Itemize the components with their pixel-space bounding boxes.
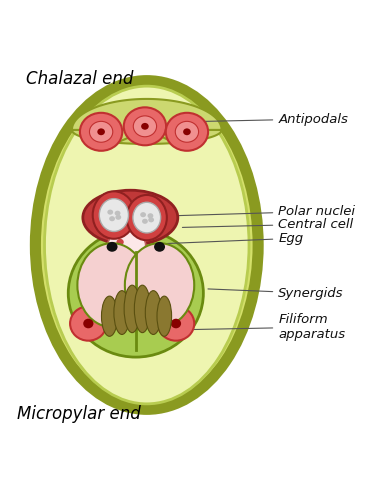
Ellipse shape: [140, 212, 146, 217]
Ellipse shape: [101, 296, 117, 336]
Text: Synergids: Synergids: [208, 287, 344, 300]
Ellipse shape: [157, 296, 172, 336]
Ellipse shape: [125, 243, 194, 327]
Text: Egg: Egg: [160, 232, 303, 245]
Ellipse shape: [145, 291, 161, 335]
Ellipse shape: [171, 318, 181, 328]
Text: Polar nuclei: Polar nuclei: [175, 205, 355, 218]
Ellipse shape: [83, 318, 94, 328]
Ellipse shape: [158, 306, 194, 341]
Ellipse shape: [166, 113, 208, 151]
Polygon shape: [72, 99, 222, 144]
Ellipse shape: [154, 242, 165, 252]
Ellipse shape: [124, 285, 140, 333]
Ellipse shape: [77, 243, 147, 327]
Ellipse shape: [114, 211, 120, 216]
Ellipse shape: [142, 219, 148, 224]
Ellipse shape: [109, 216, 115, 221]
Text: Chalazal end: Chalazal end: [25, 70, 133, 88]
Ellipse shape: [141, 123, 149, 130]
Text: Filiform
apparatus: Filiform apparatus: [186, 313, 345, 341]
Ellipse shape: [80, 113, 122, 151]
Ellipse shape: [114, 291, 130, 335]
Ellipse shape: [133, 116, 157, 137]
Text: Antipodals: Antipodals: [199, 113, 348, 125]
Ellipse shape: [175, 122, 199, 142]
Ellipse shape: [45, 86, 249, 404]
Ellipse shape: [70, 306, 107, 341]
Ellipse shape: [97, 128, 105, 135]
Ellipse shape: [124, 107, 166, 146]
Ellipse shape: [127, 195, 167, 240]
Ellipse shape: [115, 215, 121, 220]
Ellipse shape: [36, 81, 258, 409]
Ellipse shape: [133, 202, 161, 233]
Text: Central cell: Central cell: [183, 218, 353, 231]
Ellipse shape: [108, 231, 145, 259]
Ellipse shape: [147, 213, 153, 219]
Ellipse shape: [107, 210, 113, 215]
Ellipse shape: [134, 285, 150, 333]
Ellipse shape: [89, 122, 113, 142]
Ellipse shape: [68, 229, 203, 357]
Ellipse shape: [107, 242, 117, 252]
Text: Micropylar end: Micropylar end: [17, 405, 141, 423]
Ellipse shape: [148, 217, 154, 222]
Ellipse shape: [83, 190, 178, 245]
Ellipse shape: [183, 128, 191, 135]
Ellipse shape: [99, 198, 129, 231]
Ellipse shape: [116, 239, 124, 245]
Ellipse shape: [93, 191, 135, 239]
